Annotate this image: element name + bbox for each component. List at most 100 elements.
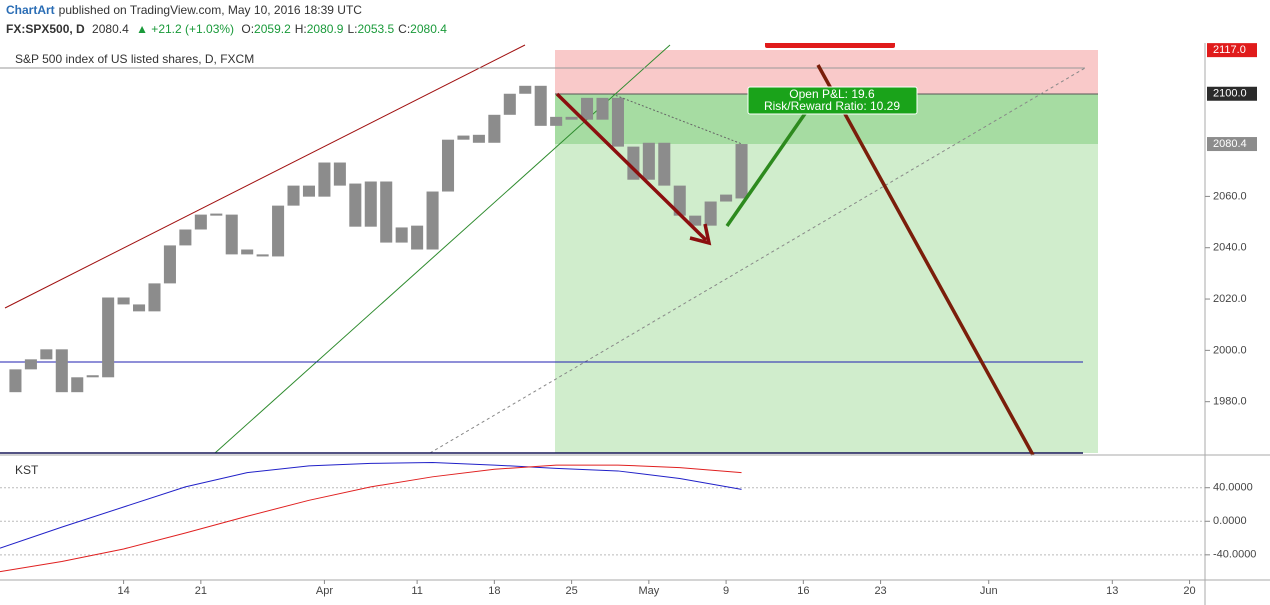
x-tick-label: 20: [1183, 585, 1195, 597]
price-tag-label: 2100.0: [1213, 88, 1247, 100]
candle-body: [550, 116, 563, 126]
last-price: 2080.4: [92, 22, 129, 36]
x-tick-label: 14: [117, 585, 129, 597]
candle-body: [349, 183, 362, 227]
publish-line: ChartArt published on TradingView.com, Ma…: [6, 3, 366, 17]
x-tick-label: 21: [195, 585, 207, 597]
candle-body: [534, 85, 547, 126]
candle-body: [395, 227, 408, 243]
candle-body: [735, 144, 748, 199]
candle-body: [364, 181, 377, 227]
candle-body: [689, 215, 702, 226]
candle-body: [40, 349, 53, 360]
candle-body: [596, 97, 609, 120]
projection-line: [611, 93, 743, 145]
price-tag: [1207, 86, 1257, 101]
y-tick-label: 2020.0: [1213, 293, 1247, 305]
indicator-title: KST: [15, 463, 39, 477]
candle-body: [642, 142, 655, 180]
candle-body: [658, 142, 671, 186]
candle-body: [472, 134, 485, 143]
candle-body: [225, 214, 238, 255]
ohlc-value: 2080.4: [410, 22, 447, 36]
x-tick-label: 23: [874, 585, 886, 597]
x-tick-label: May: [638, 585, 659, 597]
candle-body: [503, 93, 516, 115]
x-tick-label: 11: [411, 585, 422, 597]
candle-body: [179, 229, 192, 246]
change: ▲ +21.2 (+1.03%): [136, 22, 235, 36]
y-tick-label: 2060.0: [1213, 190, 1247, 202]
y-tick-label: 40.0000: [1213, 482, 1253, 494]
price-tag-label: 2080.4: [1213, 138, 1247, 150]
price-tag: [1207, 43, 1257, 58]
candle-body: [426, 191, 439, 250]
candle-body: [148, 283, 161, 312]
candle-body: [163, 245, 176, 284]
candle-body: [581, 97, 594, 120]
published: published on TradingView.com, May 10, 20…: [58, 3, 362, 17]
candle-body: [241, 249, 254, 255]
ohlc-label: C:: [398, 22, 411, 36]
y-tick-label: 2000.0: [1213, 344, 1247, 356]
y-tick-label: 1980.0: [1213, 396, 1247, 408]
x-tick-label: 9: [723, 585, 729, 597]
candle-body: [302, 185, 315, 197]
kst-line: [0, 462, 742, 549]
candle-body: [24, 359, 37, 370]
candle-body: [457, 135, 470, 140]
x-tick-label: 16: [797, 585, 809, 597]
price-tag-label: 2117.0: [1213, 44, 1246, 56]
candle-body: [256, 254, 269, 257]
risk-reward: Risk/Reward Ratio: 10.29: [764, 99, 900, 113]
candle-body: [411, 225, 424, 250]
stop-label: [765, 43, 895, 48]
kst-line: [0, 464, 742, 573]
ohlc-label: L:: [347, 22, 358, 36]
candle-body: [488, 114, 501, 143]
chart: Open P&L: 19.6 Risk/Reward Ratio: 10.29 …: [0, 43, 1270, 605]
x-tick-label: 25: [565, 585, 577, 597]
pnl: Open P&L: 19.6: [789, 87, 875, 101]
candle-body: [441, 139, 455, 192]
trend-line: [214, 44, 671, 454]
candle-body: [55, 349, 68, 393]
candle-body: [565, 116, 578, 120]
candle-body: [333, 162, 346, 186]
arrow-head: [689, 223, 712, 246]
arrow: [555, 92, 708, 242]
y-tick-label: -40.0000: [1213, 549, 1256, 561]
candle-body: [210, 213, 223, 216]
candle-body: [611, 97, 624, 147]
candle-body: [272, 205, 285, 257]
price-tag: [1207, 137, 1257, 152]
candle-body: [86, 375, 99, 378]
y-tick-label: 2040.0: [1213, 242, 1247, 254]
candle-body: [71, 377, 84, 393]
candle-body: [704, 201, 717, 226]
ohlc-label: H:: [294, 22, 307, 36]
candle-body: [102, 297, 115, 378]
candle-body: [9, 369, 22, 393]
author[interactable]: ChartArt: [6, 3, 55, 17]
trend-line: [429, 67, 1086, 454]
pnl-box: [747, 86, 918, 115]
candle-body: [287, 185, 300, 206]
arrow: [816, 64, 1035, 456]
candles: [9, 85, 748, 393]
candle-body: [117, 297, 130, 305]
x-tick-label: 18: [488, 585, 500, 597]
x-tick-label: 13: [1106, 585, 1118, 597]
y-tick-label: 0.0000: [1213, 515, 1247, 527]
x-tick-label: Apr: [316, 585, 333, 597]
candle-body: [133, 304, 146, 312]
chart-title: S&P 500 index of US listed shares, D, FX…: [15, 52, 254, 66]
ohlc: O:2059.2 H:2080.9 L:2053.5 C:2080.4: [241, 22, 451, 36]
ohlc-label: O:: [241, 22, 255, 36]
candle-body: [318, 162, 331, 197]
ohlc-value: 2059.2: [254, 22, 291, 36]
overlay: 1980.0 2000.0 2020.0 2040.0 2060.0 14 21 Apr 11 1…: [0, 43, 1257, 597]
symbol: FX:SPX500, D: [6, 22, 85, 36]
candle-body: [380, 181, 393, 243]
